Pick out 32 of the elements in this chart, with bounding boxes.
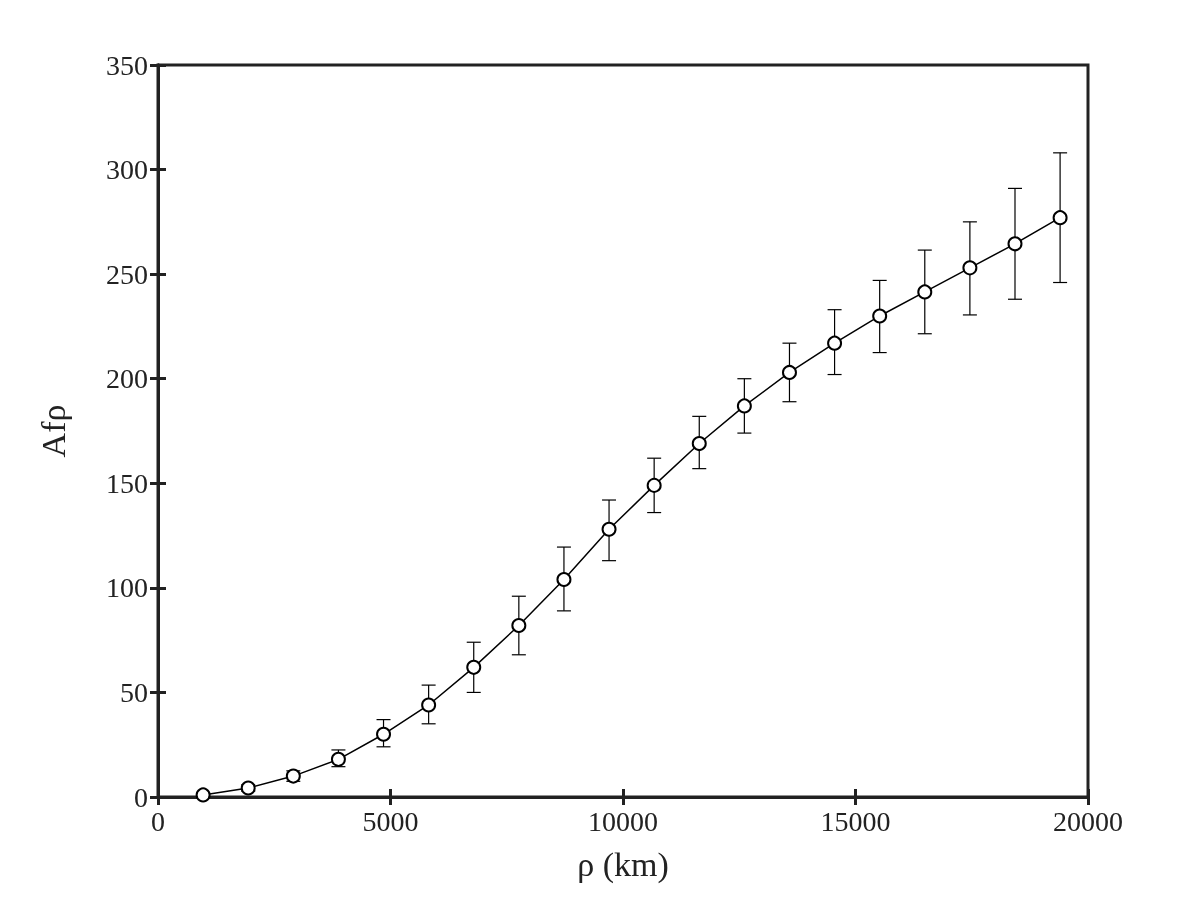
point [601,521,617,537]
point [421,697,437,713]
point [691,436,707,452]
point [872,308,888,324]
y-tick-label: 250 [106,258,148,290]
x-tick-label: 20000 [1053,805,1123,837]
point [556,571,572,587]
x-tick-label: 15000 [820,805,891,837]
point [781,364,797,380]
x-tick-label: 10000 [588,805,658,837]
point [1052,210,1068,226]
x-tick-label: 5000 [362,805,419,837]
y-tick-label: 150 [106,467,148,499]
y-axis-title: Afρ [34,404,72,458]
y-tick-label: 0 [134,781,148,813]
point [827,335,843,351]
y-tick-label: 350 [106,49,148,81]
y-tick-label: 200 [106,363,148,395]
point [195,787,211,803]
point [376,726,392,742]
point [962,260,978,276]
y-tick-label: 100 [106,572,148,604]
point [240,780,256,796]
y-tick-label: 50 [120,676,148,708]
point [511,618,527,633]
point [917,284,933,300]
point [1007,236,1023,252]
x-axis-title: ρ (km) [577,845,669,884]
y-tick-label: 300 [106,154,148,186]
point [736,398,752,414]
point [466,659,482,675]
point [646,477,662,493]
